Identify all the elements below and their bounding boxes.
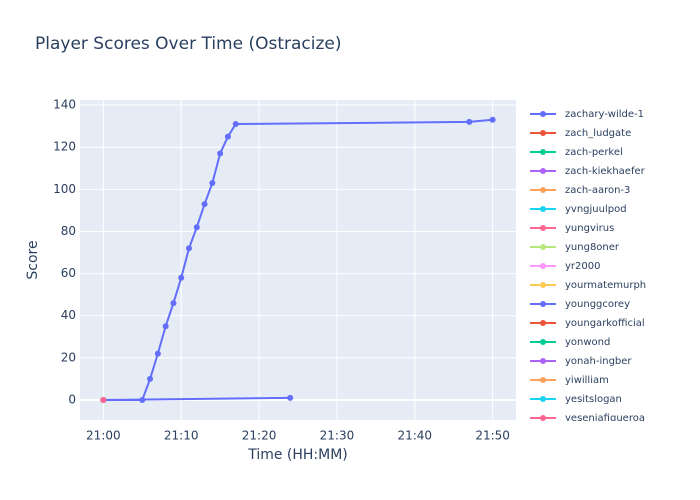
x-tick-label: 21:00 <box>86 429 121 443</box>
legend-label: yourmatemurph <box>565 280 646 291</box>
x-tick-label: 21:50 <box>475 429 510 443</box>
point <box>287 394 294 401</box>
legend-marker <box>540 244 546 250</box>
legend-label: younggcorey <box>565 299 630 310</box>
legend-marker <box>540 396 546 402</box>
x-tick-label: 21:20 <box>242 429 277 443</box>
y-axis-title: Score <box>25 240 41 279</box>
y-tick-label: 100 <box>53 182 76 196</box>
legend-label: zach-kiekhaefer <box>565 166 646 177</box>
x-axis-title: Time (HH:MM) <box>247 447 348 463</box>
legend-label: yungvirus <box>565 223 614 234</box>
x-tick-label: 21:40 <box>397 429 432 443</box>
series-line <box>103 396 291 401</box>
point <box>217 150 224 157</box>
legend-marker <box>540 225 546 231</box>
legend-label: zachary-wilde-1 <box>565 109 644 120</box>
legend-marker <box>540 415 546 421</box>
y-tick-label: 40 <box>61 308 76 322</box>
y-tick-label: 20 <box>61 350 76 364</box>
legend-marker <box>540 111 546 117</box>
legend-marker <box>540 263 546 269</box>
legend-marker <box>540 282 546 288</box>
legend-marker <box>540 130 546 136</box>
legend-label: yonah-ingber <box>565 356 632 367</box>
legend-label: yung8oner <box>565 242 620 253</box>
chart-title: Player Scores Over Time (Ostracize) <box>35 34 342 54</box>
legend-marker <box>540 301 546 307</box>
y-tick-label: 120 <box>53 140 76 154</box>
legend-marker <box>540 358 546 364</box>
point <box>162 323 169 330</box>
legend-marker <box>540 377 546 383</box>
point <box>100 396 107 403</box>
legend-label: yesitslogan <box>565 394 622 405</box>
legend-marker <box>540 168 546 174</box>
legend-label: yeseniafigueroa <box>565 413 645 424</box>
legend-marker <box>540 187 546 193</box>
series-line <box>103 118 493 401</box>
y-tick-label: 140 <box>53 98 76 112</box>
legend-marker <box>540 206 546 212</box>
point <box>209 180 216 187</box>
legend-label: zach_ludgate <box>565 128 631 139</box>
point <box>147 375 154 382</box>
legend-label: yvngjuulpod <box>565 204 627 215</box>
point <box>201 201 208 208</box>
y-tick-label: 60 <box>61 266 76 280</box>
legend-label: youngarkofficial <box>565 318 645 329</box>
legend-label: yonwond <box>565 337 610 348</box>
y-tick-label: 80 <box>61 224 76 238</box>
legend-label: zach-perkel <box>565 147 623 158</box>
point <box>186 245 192 252</box>
point <box>170 300 177 307</box>
legend-label: yr2000 <box>565 261 600 272</box>
legend-marker <box>540 149 546 155</box>
plot-area <box>80 100 516 420</box>
legend-label: zach-aaron-3 <box>565 185 630 196</box>
point <box>193 224 200 231</box>
point <box>489 116 496 123</box>
point <box>232 121 239 128</box>
point <box>224 133 231 140</box>
y-tick-label: 0 <box>68 392 76 406</box>
point <box>466 118 473 125</box>
point <box>178 274 185 281</box>
x-tick-label: 21:30 <box>320 429 355 443</box>
legend-label: yiwilliam <box>565 375 609 386</box>
legend-marker <box>540 339 546 345</box>
point <box>154 350 161 357</box>
legend-marker <box>540 320 546 326</box>
x-tick-label: 21:10 <box>164 429 199 443</box>
